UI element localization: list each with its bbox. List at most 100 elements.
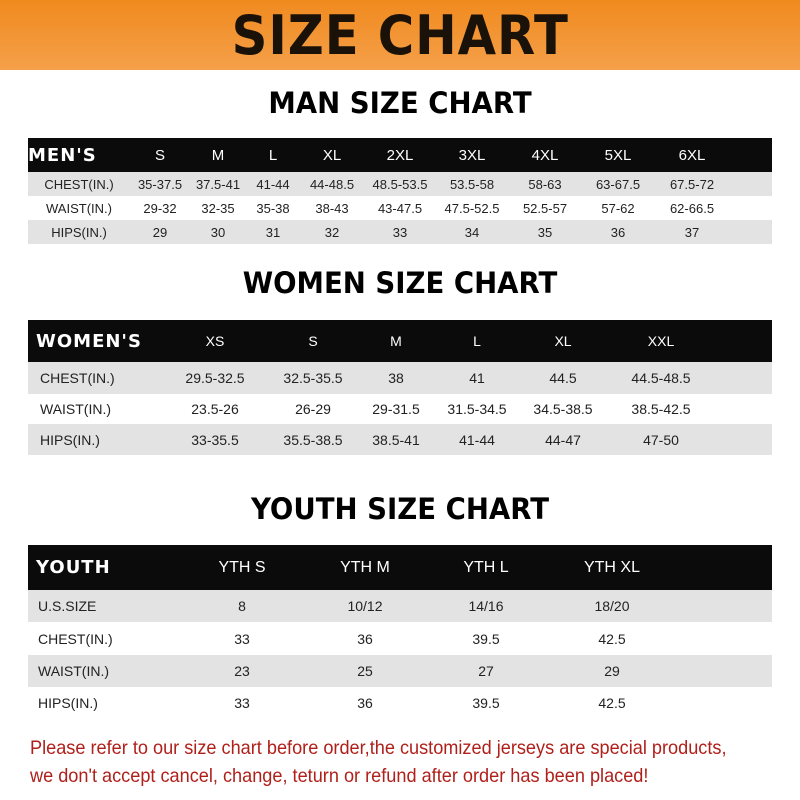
table-cell: 36: [610, 224, 626, 240]
measurement-label: HIPS(IN.): [38, 694, 98, 711]
banner-title: SIZE CHART: [231, 3, 569, 67]
table-cell: 63-67.5: [595, 176, 641, 192]
table-header-label: MEN'S: [28, 144, 97, 166]
table-cell: 35: [537, 224, 553, 240]
table-header-row: WOMEN'S XS S M L XL XXL: [28, 320, 772, 362]
table-cell: 29: [152, 224, 168, 240]
men-section-title: MAN SIZE CHART: [268, 86, 532, 120]
measurement-label: WAIST(IN.): [38, 663, 110, 679]
table-cell: 44-48.5: [309, 176, 355, 192]
table-cell: 47.5-52.5: [444, 200, 500, 216]
size-column-header: YTH M: [340, 558, 390, 576]
size-column-header: XL: [554, 333, 572, 349]
table-cell: 47-50: [643, 431, 679, 448]
youth-size-table: YOUTH YTH S YTH M YTH L YTH XL U.S.SIZE 8 10/12…: [28, 545, 772, 718]
table-cell: 48.5-53.5: [372, 176, 428, 192]
table-cell: 53.5-58: [449, 176, 495, 192]
table-cell: 35-38: [256, 200, 290, 216]
table-cell: 58-63: [528, 176, 562, 192]
table-row: CHEST(IN.) 29.5-32.5 32.5-35.5 38 41 44.5 44.5…: [28, 362, 772, 394]
men-size-table: MEN'S S M L XL 2XL 3XL 4XL 5XL 6XL CHEST(IN.) 35-37…: [28, 138, 772, 244]
table-cell: 29-31.5: [372, 401, 420, 417]
table-cell: 18/20: [594, 598, 630, 614]
size-column-header: M: [390, 333, 402, 349]
measurement-label: U.S.SIZE: [38, 598, 97, 614]
table-cell: 52.5-57: [522, 200, 568, 216]
women-section-title: WOMEN SIZE CHART: [242, 266, 558, 300]
size-column-header: YTH L: [463, 558, 509, 576]
measurement-label: HIPS(IN.): [51, 224, 107, 240]
table-cell: 23: [234, 663, 250, 679]
table-cell: 33: [234, 630, 250, 647]
table-cell: 27: [478, 663, 494, 679]
size-column-header: 4XL: [531, 146, 559, 164]
measurement-label: HIPS(IN.): [40, 431, 100, 448]
measurement-label: CHEST(IN.): [44, 176, 114, 192]
table-cell: 42.5: [598, 694, 626, 711]
size-column-header: S: [154, 146, 165, 164]
size-column-header: 6XL: [678, 146, 706, 164]
table-cell: 39.5: [472, 694, 500, 711]
table-cell: 38.5-42.5: [631, 401, 691, 417]
table-cell: 43-47.5: [377, 200, 423, 216]
women-size-table: WOMEN'S XS S M L XL XXL CHEST(IN.) 29.5-32.5 32.5…: [28, 320, 772, 455]
size-column-header: L: [473, 333, 481, 349]
table-cell: 37: [684, 224, 700, 240]
measurement-label: CHEST(IN.): [38, 630, 113, 647]
table-row: WAIST(IN.) 23 25 27 29: [28, 655, 772, 687]
measurement-label: WAIST(IN.): [40, 401, 112, 417]
table-row: WAIST(IN.) 29-32 32-35 35-38 38-43 43-47.5 47.…: [28, 196, 772, 220]
size-column-header: YTH S: [218, 558, 266, 576]
table-cell: 29-32: [143, 200, 177, 216]
table-cell: 44-47: [545, 431, 581, 448]
table-cell: 35-37.5: [137, 176, 183, 192]
order-notice-line-2: we don't accept cancel, change, teturn o…: [30, 765, 649, 787]
table-cell: 44.5-48.5: [631, 370, 691, 386]
table-row: WAIST(IN.) 23.5-26 26-29 29-31.5 31.5-34.5 34…: [28, 394, 772, 424]
size-column-header: XL: [322, 146, 342, 164]
table-cell: 41: [469, 370, 485, 386]
table-cell: 23.5-26: [191, 401, 239, 417]
size-column-header: M: [211, 146, 225, 164]
banner: SIZE CHART: [0, 0, 800, 70]
size-column-header: XS: [205, 333, 225, 349]
table-cell: 36: [357, 630, 373, 647]
size-column-header: S: [308, 333, 318, 349]
youth-section-title: YOUTH SIZE CHART: [250, 492, 550, 526]
table-cell: 26-29: [295, 401, 331, 417]
size-column-header: 3XL: [458, 146, 486, 164]
table-header-label: YOUTH: [36, 557, 111, 578]
measurement-label: CHEST(IN.): [40, 370, 115, 386]
table-row: HIPS(IN.) 33 36 39.5 42.5: [28, 687, 772, 718]
size-column-header: YTH XL: [583, 558, 640, 576]
table-cell: 42.5: [598, 630, 626, 647]
table-cell: 36: [357, 694, 373, 711]
table-cell: 25: [357, 663, 373, 679]
table-cell: 31.5-34.5: [447, 401, 507, 417]
table-header-row: MEN'S S M L XL 2XL 3XL 4XL 5XL 6XL: [28, 138, 772, 172]
table-cell: 44.5: [549, 370, 577, 386]
size-column-header: XXL: [647, 333, 675, 349]
table-cell: 37.5-41: [195, 176, 241, 192]
table-cell: 32: [324, 224, 340, 240]
table-cell: 31: [265, 224, 281, 240]
size-column-header: 5XL: [604, 146, 632, 164]
table-cell: 33-35.5: [191, 431, 239, 448]
table-cell: 57-62: [601, 200, 635, 216]
size-column-header: L: [268, 146, 278, 164]
table-cell: 67.5-72: [669, 176, 715, 192]
table-row: U.S.SIZE 8 10/12 14/16 18/20: [28, 590, 772, 622]
table-cell: 29.5-32.5: [185, 370, 245, 386]
table-cell: 33: [392, 224, 408, 240]
table-header-row: YOUTH YTH S YTH M YTH L YTH XL: [28, 545, 772, 590]
table-cell: 30: [210, 224, 226, 240]
table-cell: 14/16: [468, 598, 504, 614]
table-cell: 35.5-38.5: [283, 431, 343, 448]
table-cell: 39.5: [472, 630, 500, 647]
table-row: HIPS(IN.) 33-35.5 35.5-38.5 38.5-41 41-44 44-…: [28, 424, 772, 455]
table-cell: 38.5-41: [372, 431, 420, 448]
table-cell: 38-43: [315, 200, 349, 216]
measurement-label: WAIST(IN.): [46, 200, 112, 216]
table-cell: 34: [464, 224, 480, 240]
table-row: HIPS(IN.) 29 30 31 32 33 34 35 36 37: [28, 220, 772, 244]
